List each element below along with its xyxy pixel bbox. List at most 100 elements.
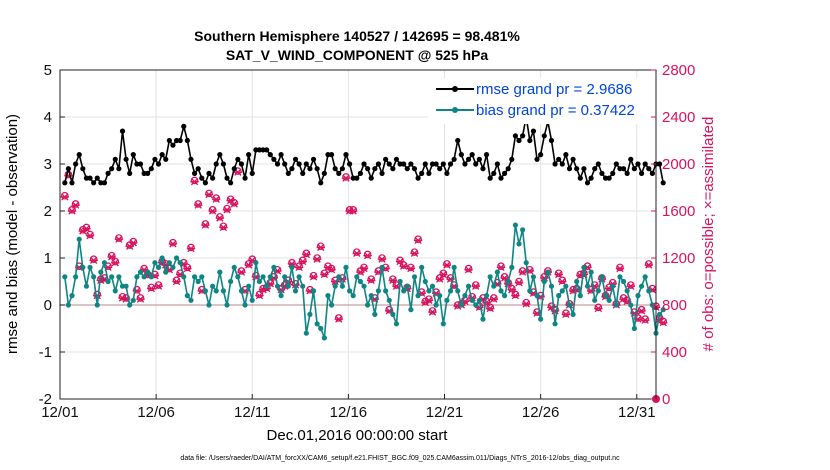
rmse-point: [602, 175, 609, 181]
obs-possible-point: [500, 272, 509, 281]
bias-point: [354, 274, 360, 280]
rmse-point: [195, 166, 201, 172]
bias-point: [541, 278, 547, 285]
obs-assimilated-point: [67, 207, 77, 215]
obs-assimilated-point: [518, 268, 527, 276]
rmse-point: [278, 152, 284, 158]
bias-point: [69, 293, 75, 299]
obs-assimilated-point: [302, 250, 311, 259]
bias-point: [444, 297, 450, 303]
rmse-point: [357, 170, 364, 176]
rmse-point: [437, 166, 443, 172]
obs-assimilated-point: [424, 296, 434, 304]
bias-point: [220, 288, 227, 294]
legend-rmse-marker: [452, 86, 458, 92]
obs-possible-point: [414, 235, 422, 244]
rmse-point: [264, 147, 270, 153]
obs-possible-point: [363, 250, 372, 259]
rmse-point: [271, 156, 277, 162]
bias-point: [498, 288, 504, 294]
bias-point: [217, 269, 223, 275]
bias-point: [422, 278, 428, 285]
x-tick-label: 12/31: [618, 404, 656, 421]
obs-assimilated-point: [615, 264, 625, 273]
rmse-point: [191, 170, 198, 176]
rmse-point: [638, 170, 645, 176]
bias-point: [642, 274, 648, 280]
bias-point: [534, 293, 540, 299]
obs-possible-point: [626, 281, 635, 289]
bias-point: [116, 274, 122, 280]
obs-possible-point: [107, 251, 116, 260]
bias-point: [657, 311, 663, 317]
bias-point: [552, 321, 558, 327]
obs-possible-point: [471, 281, 480, 289]
bias-point: [512, 222, 519, 228]
rmse-point: [440, 161, 446, 167]
y-right-tick-label: 2400: [662, 109, 695, 126]
obs-possible-point: [86, 230, 94, 239]
bias-point: [76, 236, 82, 242]
bias-point: [426, 288, 432, 294]
obs-possible-point: [562, 309, 570, 318]
obs-assimilated-point: [190, 177, 199, 186]
bias-point: [584, 283, 591, 289]
bias-point: [419, 264, 425, 270]
bias-point: [188, 297, 194, 303]
rmse-point: [134, 161, 140, 167]
bias-point: [606, 297, 612, 303]
bias-point: [134, 274, 140, 280]
rmse-point: [476, 156, 482, 162]
obs-possible-point: [172, 276, 181, 285]
obs-assimilated-point: [471, 282, 480, 290]
obs-possible-point: [378, 254, 386, 262]
obs-assimilated-point: [644, 261, 653, 269]
obs-assimilated-point: [594, 304, 603, 313]
bias-point: [256, 278, 263, 285]
rmse-point: [328, 152, 335, 158]
x-tick-label: 12/01: [41, 404, 79, 421]
obs-assimilated-point: [230, 200, 239, 208]
obs-assimilated-point: [442, 261, 452, 269]
obs-possible-point: [389, 275, 397, 283]
rmse-point: [599, 170, 605, 176]
bias-point: [617, 274, 623, 280]
bias-point: [628, 302, 634, 308]
obs-assimilated-point: [485, 304, 495, 313]
rmse-point: [566, 166, 573, 172]
bias-point: [246, 283, 252, 289]
obs-possible-point: [316, 242, 325, 251]
obs-assimilated-point: [435, 275, 444, 283]
bias-point: [163, 269, 169, 275]
bias-point: [105, 278, 111, 285]
bias-point: [166, 260, 172, 266]
bias-point: [191, 274, 198, 280]
bias-point: [404, 283, 410, 289]
rmse-point: [91, 180, 97, 186]
obs-assimilated-point: [659, 318, 668, 327]
bias-point: [509, 264, 515, 270]
rmse-point: [610, 170, 616, 176]
bias-point: [296, 274, 302, 280]
bias-point: [87, 264, 93, 270]
bias-point: [483, 293, 490, 299]
bias-point: [228, 278, 234, 285]
obs-possible-point: [342, 173, 350, 181]
bias-point: [260, 274, 266, 280]
rmse-point: [303, 161, 309, 167]
obs-possible-point: [205, 189, 213, 198]
obs-possible-point: [309, 271, 318, 280]
obs-assimilated-point: [511, 291, 520, 300]
rmse-point: [155, 161, 162, 167]
rmse-point: [321, 170, 327, 176]
obs-assimilated-point: [219, 223, 228, 232]
y-right-tick-label: 2000: [662, 156, 695, 173]
rmse-point: [487, 175, 493, 181]
bias-point: [451, 264, 457, 270]
rmse-point: [372, 166, 378, 172]
obs-possible-point: [367, 275, 376, 283]
bias-point: [465, 283, 472, 289]
rmse-point: [127, 170, 133, 176]
rmse-point: [339, 166, 345, 172]
rmse-point: [325, 152, 331, 158]
